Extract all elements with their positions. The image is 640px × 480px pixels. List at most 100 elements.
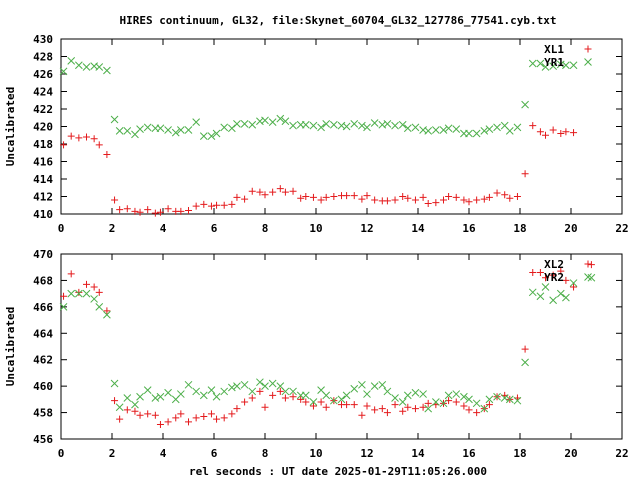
data-point [424,404,433,413]
x-tick-label: 12 [360,447,373,460]
data-point [240,380,249,389]
data-point [220,387,229,396]
data-point [248,387,257,396]
y-tick-label: 462 [33,354,53,367]
data-point [480,195,488,203]
data-point [493,123,501,132]
data-point [207,386,216,394]
data-point [460,196,468,204]
data-point [59,67,68,76]
data-point [536,269,544,276]
data-point [500,394,509,402]
data-point [419,403,427,411]
data-point [549,62,558,70]
data-point [343,192,351,200]
data-point [317,196,325,204]
data-point [207,132,216,140]
data-point [171,128,180,137]
data-point [371,196,379,204]
legend-label: YR2 [544,271,564,284]
data-point [431,126,440,134]
x-tick-label: 22 [615,222,628,235]
data-point [358,411,366,419]
data-point [269,188,277,196]
data-point [317,123,325,132]
data-point [513,123,522,132]
data-point [383,120,392,128]
data-point [248,394,256,402]
x-tick-label: 6 [211,222,218,235]
data-point [322,391,331,400]
series-xl2 [60,261,595,428]
data-point [248,120,257,129]
y-tick-label: 460 [33,380,53,393]
data-point [485,193,493,201]
x-tick-label: 20 [564,447,577,460]
data-point [404,194,412,202]
x-tick-label: 12 [360,222,373,235]
data-point [185,418,192,426]
data-point [289,393,297,401]
x-tick-label: 10 [309,447,322,460]
data-point [570,129,578,137]
data-point [549,296,558,305]
data-point [452,398,460,406]
data-point [297,395,305,403]
data-point [342,391,351,400]
data-point [329,396,338,405]
data-point [465,129,473,138]
data-point [156,208,164,216]
data-point [536,59,545,68]
legend-label: XL1 [544,43,564,56]
data-point [111,196,119,204]
y-tick-label: 426 [33,68,53,81]
data-point [549,271,557,279]
data-point [391,121,399,130]
data-point [383,387,392,396]
data-point [411,196,419,204]
data-point [90,295,99,303]
data-point [74,289,83,298]
data-point [399,193,407,200]
data-point [404,403,412,411]
data-point [281,117,290,126]
data-point [241,195,249,203]
data-point [485,125,494,133]
data-point [358,121,366,130]
data-point [115,403,124,412]
data-point [213,201,221,209]
data-point [268,118,277,126]
y-tick-label: 456 [33,433,53,446]
data-point [465,198,473,206]
y-tick-label: 470 [33,248,53,261]
y-axis-title: Uncalibrated [4,307,17,386]
x-tick-label: 2 [109,447,116,460]
x-tick-label: 8 [262,222,269,235]
data-point [192,414,200,422]
x-tick-label: 16 [462,447,476,460]
data-point [281,387,290,396]
data-point [521,358,529,367]
data-point [424,200,432,207]
data-point [67,270,75,278]
data-point [164,126,172,134]
data-point [391,394,399,402]
plot-frame [60,38,623,215]
data-point [136,125,144,133]
data-point [363,402,371,410]
data-point [110,115,119,124]
data-point [562,61,570,70]
data-point [207,202,215,210]
data-point [536,128,544,136]
data-point [322,193,330,201]
data-point [59,303,68,311]
data-point [309,193,317,201]
y-tick-label: 466 [33,301,53,314]
legend-marker [584,58,592,66]
data-point [570,283,578,291]
data-point [398,120,407,129]
data-point [444,391,453,400]
data-point [156,392,165,401]
data-point [480,127,489,135]
